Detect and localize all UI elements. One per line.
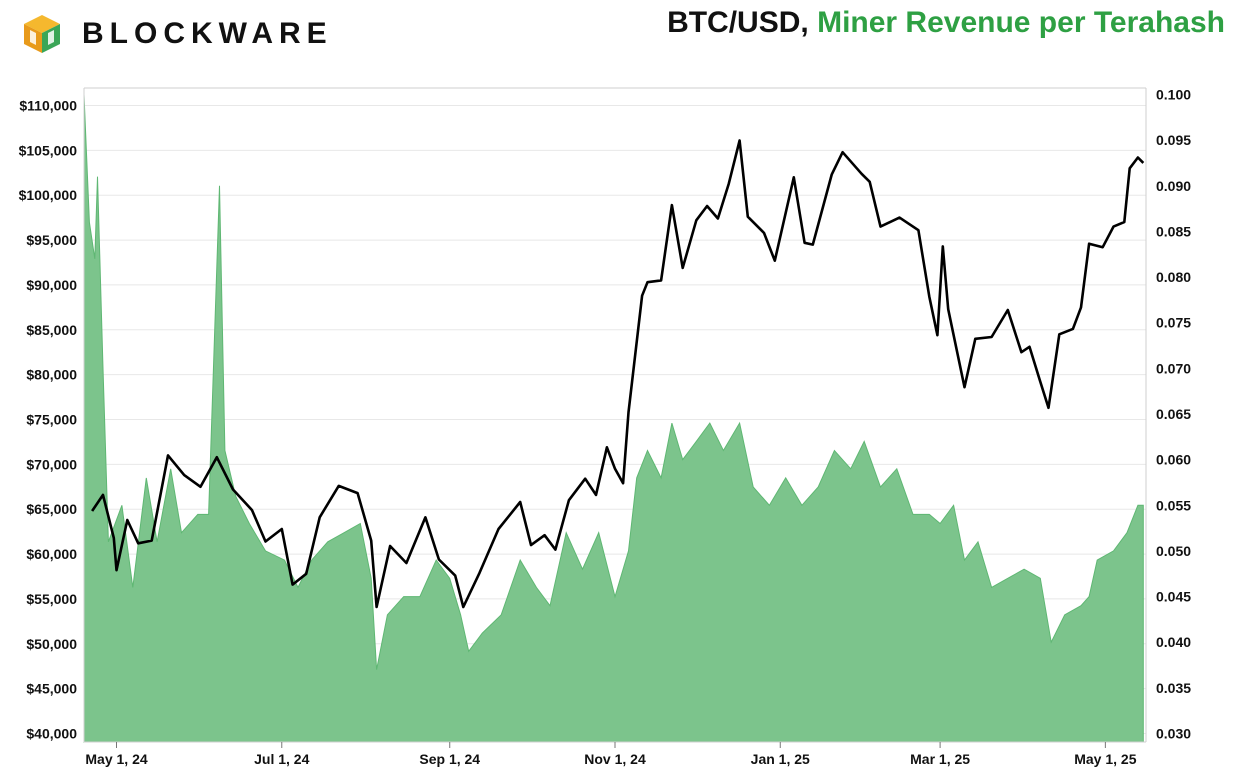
y-right-tick-label: 0.080 bbox=[1156, 269, 1191, 285]
y-right-tick-label: 0.055 bbox=[1156, 497, 1191, 513]
price-line bbox=[91, 139, 1145, 609]
chart-title-btc: BTC/USD, bbox=[667, 6, 809, 39]
x-tick-label: Sep 1, 24 bbox=[419, 751, 480, 767]
y-right-tick-label: 0.095 bbox=[1156, 132, 1191, 148]
y-right-tick-label: 0.070 bbox=[1156, 360, 1191, 376]
x-axis-labels: May 1, 24 Jul 1, 24 Sep 1, 24 Nov 1, 24 Jan … bbox=[85, 742, 1137, 767]
y-left-tick-label: $75,000 bbox=[26, 412, 77, 428]
x-tick-label: Jul 1, 24 bbox=[254, 751, 309, 767]
brand-logo: BLOCKWARE bbox=[20, 12, 333, 56]
x-tick-label: May 1, 24 bbox=[85, 751, 147, 767]
y-right-tick-label: 0.075 bbox=[1156, 315, 1191, 331]
x-tick-label: May 1, 25 bbox=[1074, 751, 1136, 767]
chart-title-revenue: Miner Revenue per Terahash bbox=[817, 6, 1225, 39]
y-left-tick-label: $90,000 bbox=[26, 277, 77, 293]
y-left-tick-label: $40,000 bbox=[26, 726, 77, 742]
price-line-layer bbox=[91, 139, 1145, 609]
x-tick-label: Mar 1, 25 bbox=[910, 751, 970, 767]
y-right-tick-label: 0.090 bbox=[1156, 178, 1191, 194]
y-right-tick-label: 0.065 bbox=[1156, 406, 1191, 422]
y-left-tick-label: $65,000 bbox=[26, 501, 77, 517]
x-tick-label: Nov 1, 24 bbox=[584, 751, 646, 767]
y-right-tick-label: 0.060 bbox=[1156, 452, 1191, 468]
y-left-tick-label: $105,000 bbox=[19, 142, 78, 158]
y-right-tick-label: 0.100 bbox=[1156, 87, 1191, 103]
y-right-tick-label: 0.040 bbox=[1156, 634, 1191, 650]
right-axis-labels: 0.030 0.035 0.040 0.045 0.050 0.055 0.060 0.065… bbox=[1156, 87, 1191, 742]
y-right-tick-label: 0.035 bbox=[1156, 680, 1191, 696]
y-left-tick-label: $85,000 bbox=[26, 322, 77, 338]
revenue-area-layer bbox=[83, 94, 1144, 743]
y-left-tick-label: $45,000 bbox=[26, 681, 77, 697]
x-tick-label: Jan 1, 25 bbox=[751, 751, 810, 767]
y-right-tick-label: 0.050 bbox=[1156, 543, 1191, 559]
chart-title: BTC/USD, Miner Revenue per Terahash bbox=[667, 6, 1225, 40]
y-left-tick-label: $100,000 bbox=[19, 187, 78, 203]
y-left-tick-label: $80,000 bbox=[26, 367, 77, 383]
y-right-tick-label: 0.045 bbox=[1156, 589, 1191, 605]
blockware-logo-icon bbox=[24, 15, 60, 53]
y-left-tick-label: $95,000 bbox=[26, 232, 77, 248]
y-left-tick-label: $70,000 bbox=[26, 456, 77, 472]
y-right-tick-label: 0.030 bbox=[1156, 726, 1191, 742]
left-axis-labels: $40,000 $45,000 $50,000 $55,000 $60,000 $65,0… bbox=[19, 98, 78, 742]
y-left-tick-label: $55,000 bbox=[26, 591, 77, 607]
y-right-tick-label: 0.085 bbox=[1156, 223, 1191, 239]
y-left-tick-label: $110,000 bbox=[19, 98, 77, 114]
revenue-area bbox=[83, 94, 1144, 743]
y-left-tick-label: $50,000 bbox=[26, 636, 77, 652]
y-left-tick-label: $60,000 bbox=[26, 546, 77, 562]
brand-name: BLOCKWARE bbox=[82, 17, 333, 50]
